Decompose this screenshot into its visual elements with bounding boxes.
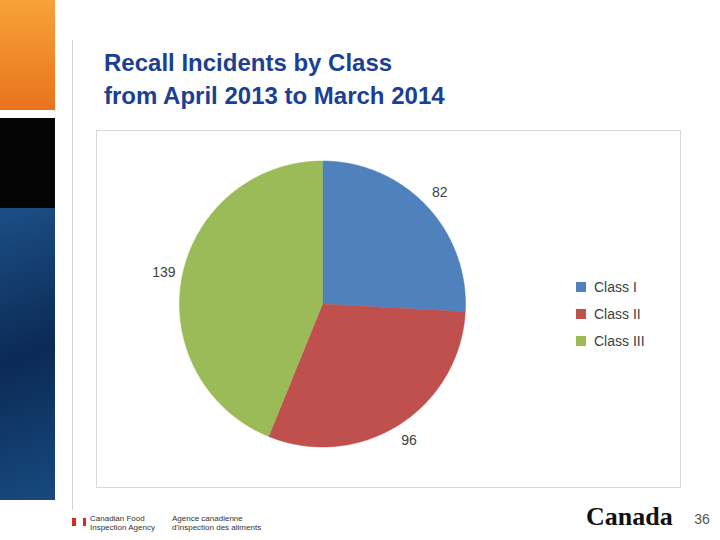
html-text:Agence canadienne: Agence canadienne: [172, 514, 243, 523]
html-text:from April 2013 to March 2014: from April 2013 to March 2014: [104, 82, 445, 109]
html-text:Class III: Class III: [594, 332, 645, 349]
html-text:Recall Incidents by Class: Recall Incidents by Class: [104, 49, 393, 76]
html-text:Inspection Agency: Inspection Agency: [90, 523, 155, 532]
html-text:36: 36: [694, 511, 710, 527]
svg-text:82: 82: [432, 184, 448, 200]
html-text:Class I: Class I: [594, 278, 637, 295]
html-text:d'inspection des aliments: d'inspection des aliments: [172, 523, 262, 532]
html-text:Canada: Canada: [586, 502, 673, 531]
html-text:Class II: Class II: [594, 305, 641, 322]
svg-text:96: 96: [401, 432, 417, 448]
html-text:Canadian Food: Canadian Food: [90, 514, 145, 523]
svg-text:139: 139: [152, 264, 176, 280]
